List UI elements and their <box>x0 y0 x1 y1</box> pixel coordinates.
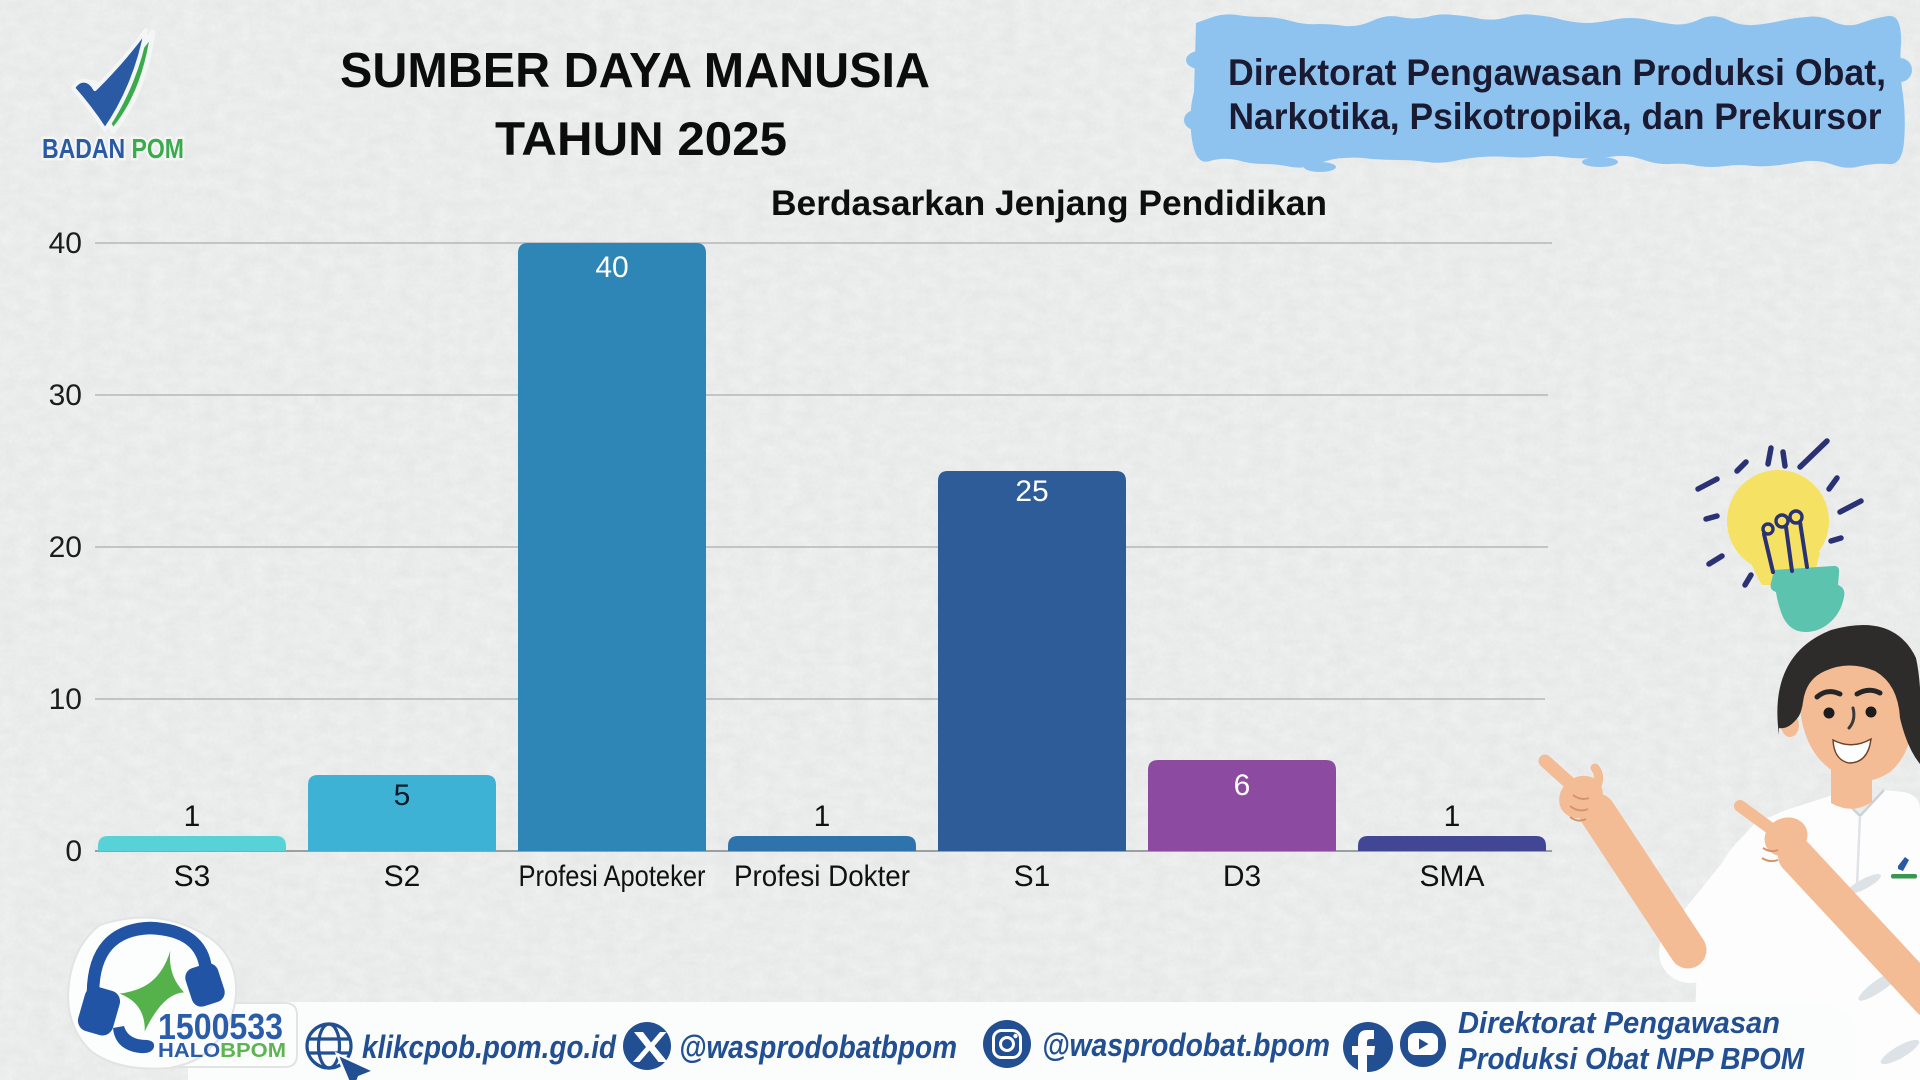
svg-text:5: 5 <box>394 779 411 812</box>
svg-text:klikcpob.pom.go.id: klikcpob.pom.go.id <box>362 1029 617 1065</box>
svg-text:@wasprodobatbpom: @wasprodobatbpom <box>679 1029 957 1065</box>
svg-text:S2: S2 <box>384 860 421 893</box>
svg-text:SMA: SMA <box>1419 860 1484 893</box>
svg-text:Narkotika, Psikotropika, dan P: Narkotika, Psikotropika, dan Prekursor <box>1229 96 1882 137</box>
svg-text:S3: S3 <box>174 860 211 893</box>
svg-text:1: 1 <box>814 800 831 833</box>
svg-text:SUMBER DAYA MANUSIA: SUMBER DAYA MANUSIA <box>340 44 930 98</box>
svg-text:TAHUN 2025: TAHUN 2025 <box>495 112 787 165</box>
svg-text:10: 10 <box>49 683 82 716</box>
svg-text:D3: D3 <box>1223 860 1261 893</box>
svg-text:40: 40 <box>595 251 628 284</box>
svg-text:1500533: 1500533 <box>158 1006 283 1047</box>
svg-text:Berdasarkan Jenjang Pendidikan: Berdasarkan Jenjang Pendidikan <box>771 184 1327 223</box>
svg-text:Direktorat Pengawasan Produksi: Direktorat Pengawasan Produksi Obat, <box>1228 52 1886 93</box>
svg-text:BADAN POM: BADAN POM <box>42 133 184 164</box>
svg-text:20: 20 <box>49 531 82 564</box>
svg-text:6: 6 <box>1234 769 1251 802</box>
svg-text:1: 1 <box>184 800 201 833</box>
svg-text:25: 25 <box>1015 475 1048 508</box>
svg-text:Profesi Apoteker: Profesi Apoteker <box>519 860 706 893</box>
svg-text:@wasprodobat.bpom: @wasprodobat.bpom <box>1042 1027 1330 1063</box>
svg-text:30: 30 <box>49 379 82 412</box>
svg-text:S1: S1 <box>1014 860 1051 893</box>
svg-text:0: 0 <box>65 835 82 868</box>
svg-text:Produksi Obat NPP BPOM: Produksi Obat NPP BPOM <box>1458 1041 1805 1076</box>
svg-text:40: 40 <box>49 227 82 260</box>
svg-text:Profesi Dokter: Profesi Dokter <box>734 860 910 893</box>
svg-text:Direktorat Pengawasan: Direktorat Pengawasan <box>1458 1005 1780 1040</box>
svg-text:1: 1 <box>1444 800 1461 833</box>
